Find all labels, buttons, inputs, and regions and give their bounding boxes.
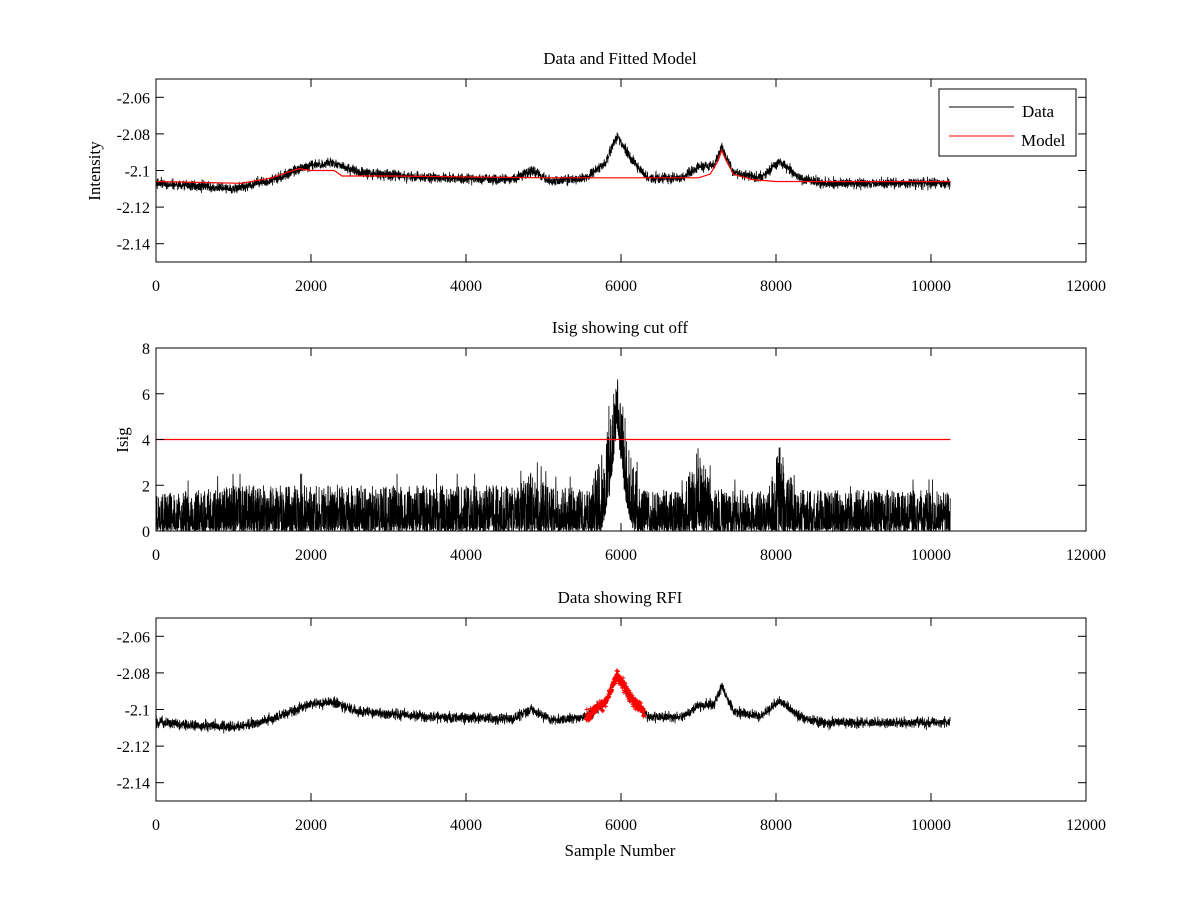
x-tick-label: 12000 — [1066, 278, 1106, 295]
y-tick-label: -2.1 — [125, 703, 150, 720]
x-tick-label: 10000 — [911, 547, 951, 564]
panel-data-and-fitted-model: Data and Fitted Model Intensity 0 2000 400… — [85, 49, 1106, 295]
series-data-line — [155, 132, 951, 194]
x-axis-label: Sample Number — [565, 841, 676, 860]
x-tick-label: 0 — [152, 817, 160, 834]
rfi-marker — [583, 668, 647, 723]
y-tick-label: 0 — [142, 524, 150, 541]
series-rfi-markers — [583, 668, 647, 723]
chart-title: Data and Fitted Model — [543, 49, 697, 68]
panel-isig-showing-cut-off: Isig showing cut off Isig 0 2000 4000 6000 8… — [113, 318, 1106, 564]
x-tick-label: 2000 — [295, 547, 327, 564]
x-tick-label: 12000 — [1066, 547, 1106, 564]
x-tick-label: 8000 — [760, 547, 792, 564]
y-tick-label: -2.12 — [117, 200, 150, 217]
legend-label-model: Model — [1021, 131, 1066, 150]
x-tick-label: 4000 — [450, 817, 482, 834]
series-model-line — [155, 148, 951, 184]
y-axis-label: Intensity — [85, 141, 104, 201]
y-tick-label: -2.08 — [117, 666, 150, 683]
chart-title: Isig showing cut off — [552, 318, 688, 337]
chart-title: Data showing RFI — [558, 588, 683, 607]
x-tick-label: 4000 — [450, 547, 482, 564]
series-layer — [155, 668, 951, 734]
y-tick-label: -2.1 — [125, 164, 150, 181]
legend-box — [938, 88, 1077, 157]
x-tick-label: 4000 — [450, 278, 482, 295]
x-tick-label: 0 — [152, 278, 160, 295]
x-tick-label: 6000 — [605, 817, 637, 834]
x-tick-label: 2000 — [295, 278, 327, 295]
y-tick-label: -2.14 — [117, 237, 150, 254]
y-tick-label: -2.06 — [117, 629, 150, 646]
legend-label-data: Data — [1022, 102, 1055, 121]
x-tick-label: 10000 — [911, 817, 951, 834]
x-tick-label: 0 — [152, 547, 160, 564]
y-tick-label: 4 — [142, 433, 150, 450]
x-tick-label: 2000 — [295, 817, 327, 834]
x-tick-label: 12000 — [1066, 817, 1106, 834]
y-tick-label: 2 — [142, 478, 150, 495]
x-tick-label: 6000 — [605, 278, 637, 295]
plot-frame — [155, 78, 1087, 263]
plot-frame — [155, 617, 1087, 802]
y-axis-label: Isig — [113, 427, 132, 453]
y-tick-label: -2.12 — [117, 739, 150, 756]
y-tick-label: -2.06 — [117, 90, 150, 107]
series-data-line — [155, 671, 951, 734]
plot-frame — [155, 347, 1087, 532]
x-tick-label: 8000 — [760, 817, 792, 834]
y-tick-label: 6 — [142, 387, 150, 404]
y-tick-label: -2.08 — [117, 127, 150, 144]
panel-data-showing-rfi: Data showing RFI 0 2000 4000 6000 8000 10000 1… — [117, 588, 1106, 860]
legend: Data Model — [938, 88, 1077, 157]
x-tick-label: 8000 — [760, 278, 792, 295]
x-tick-label: 10000 — [911, 278, 951, 295]
series-layer — [155, 132, 951, 194]
axis-ticks: 0 2000 4000 6000 8000 10000 12000 -2.14 -2.12 -2.… — [117, 79, 1106, 295]
y-tick-label: 8 — [142, 341, 150, 358]
x-tick-label: 6000 — [605, 547, 637, 564]
y-tick-label: -2.14 — [117, 776, 150, 793]
axis-ticks: 0 2000 4000 6000 8000 10000 12000 -2.14 -2.12 -2.… — [117, 618, 1106, 834]
axis-ticks: 0 2000 4000 6000 8000 10000 12000 0 2 4 6 8 — [142, 341, 1106, 564]
